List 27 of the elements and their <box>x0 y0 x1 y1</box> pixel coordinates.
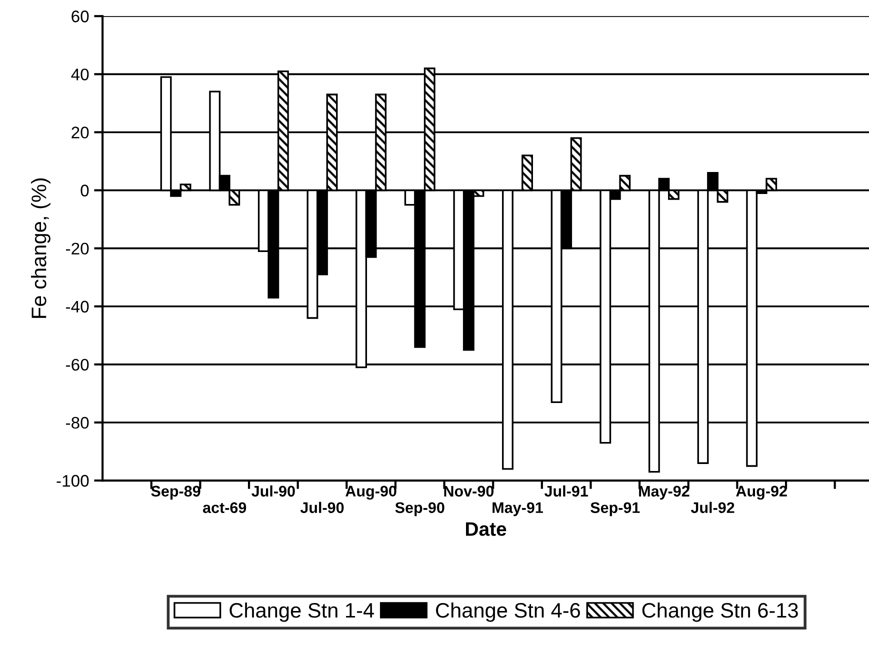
x-tick-label: Jul-91 <box>544 485 588 497</box>
y-tick-label: -20 <box>66 242 89 255</box>
x-tick-label: Jul-92 <box>690 502 734 514</box>
x-tick-label: Nov-90 <box>444 486 494 497</box>
x-tick-label: act-69 <box>202 502 246 514</box>
y-tick-label: 0 <box>80 184 89 196</box>
x-tick-label: May-92 <box>639 486 690 500</box>
x-tick-label: Sep-91 <box>590 502 640 516</box>
x-tick-label: Aug-92 <box>736 486 787 500</box>
y-tick-label: 20 <box>72 126 89 138</box>
x-axis-title: Date <box>466 522 506 536</box>
x-tick-label: Sep-90 <box>395 502 444 516</box>
x-tick-label: Sep-89 <box>151 486 200 500</box>
x-tick-label: May-91 <box>492 502 543 516</box>
y-tick-label: -60 <box>66 358 89 371</box>
y-tick-label: 40 <box>71 68 89 80</box>
legend-label: Change Stn 1-4 <box>230 602 374 622</box>
legend-label: Change Stn 4-6 <box>436 602 580 622</box>
y-tick-label: 60 <box>72 10 89 22</box>
y-tick-label: -80 <box>66 416 89 429</box>
x-tick-label: Jul-90 <box>300 502 344 514</box>
y-axis-title: Fe change, (%) <box>31 178 50 318</box>
legend-label: Change Stn 6-13 <box>642 602 798 622</box>
y-tick-label: -40 <box>66 300 89 313</box>
x-tick-label: Aug-90 <box>346 486 396 500</box>
y-tick-label: -100 <box>56 474 89 487</box>
x-tick-label: Jul-90 <box>252 485 295 497</box>
